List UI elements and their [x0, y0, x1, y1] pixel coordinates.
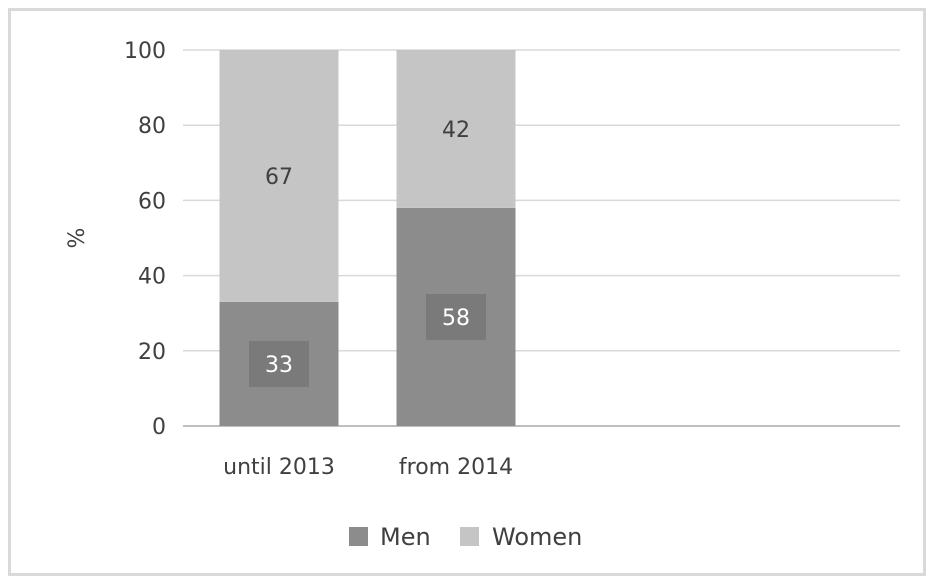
y-tick-label: 0	[152, 415, 166, 440]
y-axis-ticks: 0 20 40 60 80 100	[124, 39, 166, 440]
x-axis-ticks: until 2013 from 2014	[223, 455, 513, 480]
x-tick-label: until 2013	[223, 455, 335, 480]
legend-swatch-women	[460, 527, 479, 546]
legend-swatch-men	[349, 527, 368, 546]
y-axis-label: %	[65, 228, 90, 249]
data-label-men: 58	[442, 306, 470, 331]
x-tick-label: from 2014	[399, 455, 513, 480]
data-label-box	[426, 293, 486, 340]
legend-label-women: Women	[492, 523, 582, 551]
data-label-women: 42	[442, 118, 470, 143]
y-tick-label: 80	[138, 114, 166, 139]
y-tick-label: 60	[138, 189, 166, 214]
legend-label-men: Men	[380, 523, 431, 551]
bar-women-1	[219, 50, 339, 302]
data-label-women: 67	[265, 165, 293, 190]
data-label-men: 33	[265, 353, 293, 378]
legend: Men Women	[349, 523, 582, 551]
y-tick-label: 40	[138, 265, 166, 290]
y-tick-label: 20	[138, 340, 166, 365]
y-tick-label: 100	[124, 39, 166, 64]
bar-women-2	[396, 50, 516, 208]
chart-frame	[8, 8, 926, 576]
bars: 33 67 58 42	[219, 50, 516, 426]
data-label-box	[249, 340, 309, 387]
